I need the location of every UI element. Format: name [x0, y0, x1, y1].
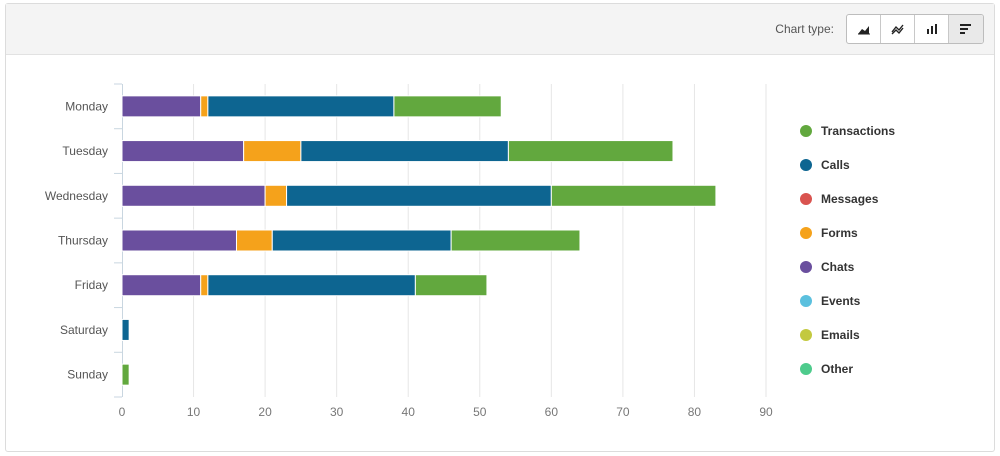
bar-segment: [121, 363, 130, 386]
legend-label: Emails: [821, 328, 860, 342]
chart-type-label: Chart type:: [775, 22, 834, 36]
y-tick-label: Sunday: [67, 368, 108, 382]
legend-swatch: [800, 193, 812, 205]
legend-item[interactable]: Emails: [800, 318, 895, 352]
bar-segment: [200, 274, 209, 297]
x-tick-label: 90: [759, 405, 773, 419]
legend-swatch: [800, 261, 812, 273]
x-tick-label: 70: [616, 405, 630, 419]
bar-segment: [271, 229, 452, 252]
bar-segment: [121, 140, 245, 163]
legend-item[interactable]: Chats: [800, 250, 895, 284]
legend-item[interactable]: Calls: [800, 148, 895, 182]
bar-segment: [300, 140, 509, 163]
bar-segment: [414, 274, 488, 297]
x-tick-label: 10: [187, 405, 201, 419]
legend-item[interactable]: Messages: [800, 182, 895, 216]
bar-segment: [235, 229, 273, 252]
bar-segment: [200, 95, 209, 118]
legend-swatch: [800, 125, 812, 137]
bar-segment: [121, 318, 130, 341]
chart-toolbar: Chart type:: [6, 4, 994, 55]
legend-item[interactable]: Forms: [800, 216, 895, 250]
bar-chart-icon: [960, 24, 971, 34]
column-chart-button[interactable]: [915, 15, 949, 43]
legend-swatch: [800, 329, 812, 341]
legend-label: Calls: [821, 158, 850, 172]
bar-chart-button[interactable]: [949, 15, 983, 43]
bar-segment: [243, 140, 302, 163]
bar-segment: [550, 184, 717, 207]
y-tick-label: Thursday: [58, 234, 108, 248]
legend-label: Messages: [821, 192, 879, 206]
x-tick-label: 80: [688, 405, 702, 419]
bar-segment: [393, 95, 502, 118]
x-tick-label: 50: [473, 405, 487, 419]
bar-segment: [286, 184, 552, 207]
legend-label: Transactions: [821, 124, 896, 138]
area-chart-icon: [857, 26, 870, 35]
area-chart-button[interactable]: [847, 15, 881, 43]
bar-segment: [450, 229, 581, 252]
y-tick-label: Saturday: [60, 323, 108, 337]
bar-segment: [121, 274, 202, 297]
legend-label: Chats: [821, 260, 855, 274]
legend-swatch: [800, 159, 812, 171]
legend-swatch: [800, 295, 812, 307]
legend-item[interactable]: Other: [800, 352, 895, 386]
x-tick-label: 60: [545, 405, 559, 419]
x-tick-label: 20: [258, 405, 272, 419]
legend-item[interactable]: Events: [800, 284, 895, 318]
bar-segment: [507, 140, 674, 163]
x-tick-label: 30: [330, 405, 344, 419]
y-tick-label: Friday: [75, 278, 108, 292]
column-chart-icon: [926, 24, 937, 34]
chart-type-selector: [846, 14, 984, 44]
stacked-bar-chart: Monday Tuesday Wednesday Thursday Friday Satu…: [45, 83, 773, 419]
bar-segment: [121, 184, 266, 207]
x-tick-label: 0: [119, 405, 126, 419]
y-tick-label: Monday: [65, 99, 108, 113]
x-tick-label: 40: [402, 405, 416, 419]
bar-segment: [264, 184, 288, 207]
chart-legend: Transactions Calls Messages Forms Chats Event…: [800, 114, 895, 386]
bar-segment: [121, 95, 202, 118]
y-tick-label: Wednesday: [45, 189, 108, 203]
legend-swatch: [800, 363, 812, 375]
legend-item[interactable]: Transactions: [800, 114, 895, 148]
bar-segment: [121, 229, 237, 252]
line-chart-icon: [890, 24, 904, 35]
bar-segment: [207, 274, 416, 297]
legend-label: Other: [821, 362, 854, 376]
legend-label: Forms: [821, 226, 858, 240]
line-chart-button[interactable]: [881, 15, 915, 43]
legend-label: Events: [821, 294, 861, 308]
chart-card: Chart type:: [5, 3, 995, 452]
y-tick-label: Tuesday: [62, 144, 108, 158]
legend-swatch: [800, 227, 812, 239]
bar-segment: [207, 95, 395, 118]
